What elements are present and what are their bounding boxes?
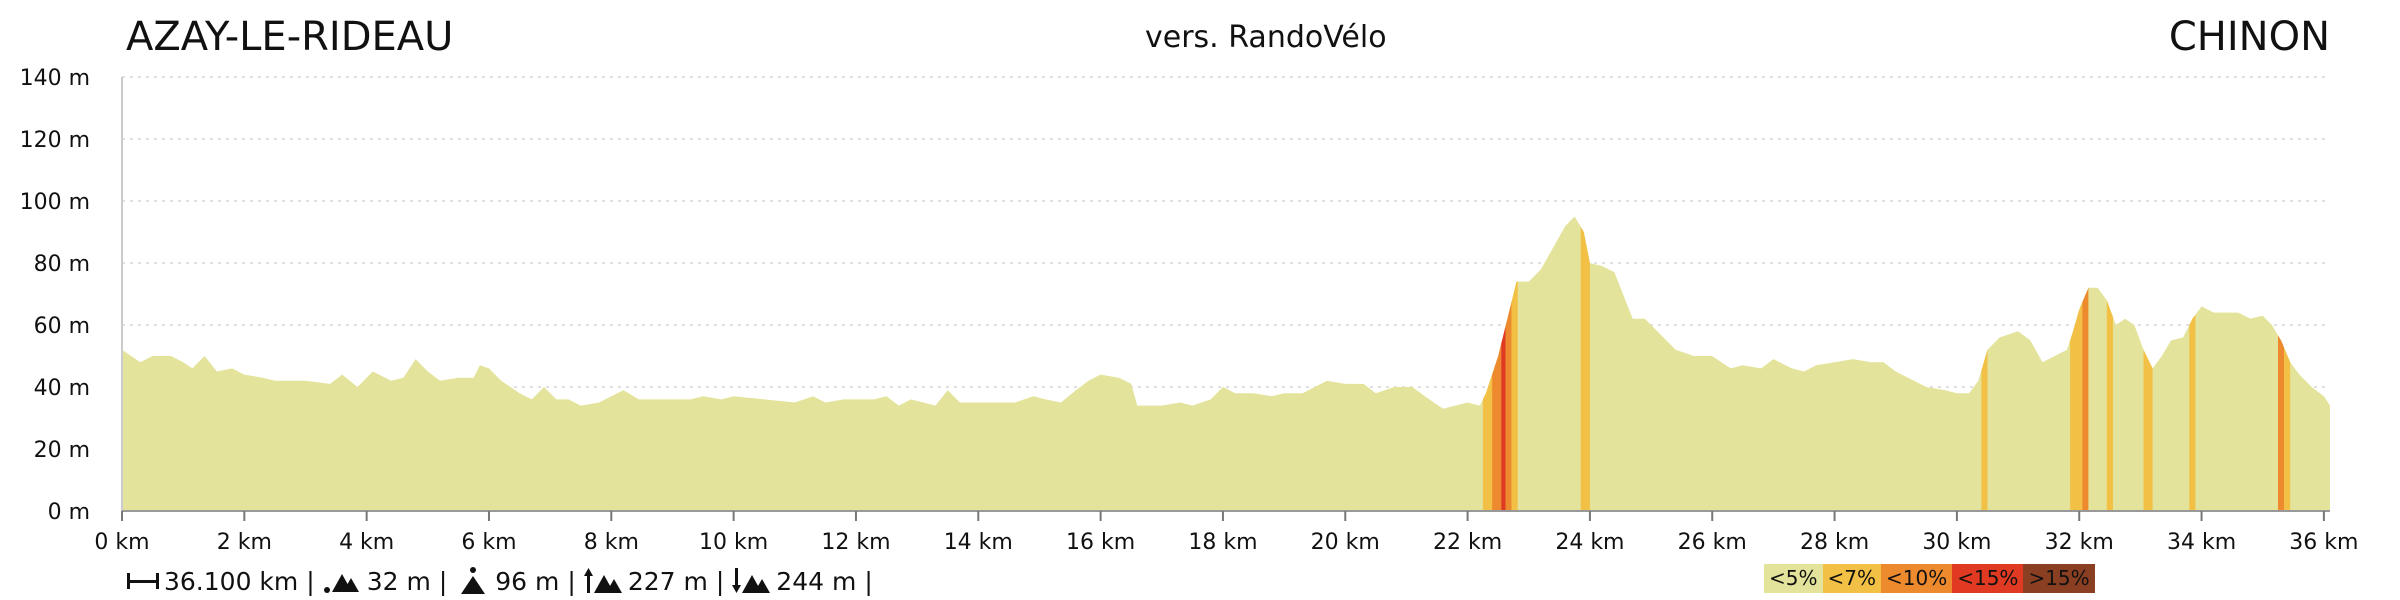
slope-band bbox=[2189, 314, 2196, 511]
ascent-value: 227 m bbox=[627, 566, 708, 596]
y-tick-label: 0 m bbox=[48, 500, 90, 525]
y-tick-label: 20 m bbox=[34, 438, 90, 463]
min-altitude-icon bbox=[323, 574, 359, 593]
slope-band bbox=[1505, 301, 1512, 511]
x-tick-label: 2 km bbox=[217, 530, 272, 555]
legend-item-lt7: <7% bbox=[1822, 564, 1881, 593]
x-tick-label: 30 km bbox=[1922, 530, 1991, 555]
legend-item-lt5: <5% bbox=[1764, 564, 1823, 593]
x-tick-label: 14 km bbox=[944, 530, 1013, 555]
x-tick-label: 0 km bbox=[94, 530, 149, 555]
slope-band bbox=[2082, 287, 2089, 511]
x-tick-label: 8 km bbox=[584, 530, 639, 555]
slope-band bbox=[2070, 302, 2083, 511]
x-tick-label: 16 km bbox=[1066, 530, 1135, 555]
elevation-profile bbox=[122, 216, 2330, 511]
slope-band bbox=[1482, 374, 1493, 511]
slope-band bbox=[1501, 326, 1506, 511]
slope-band bbox=[1580, 226, 1590, 512]
ascent-icon bbox=[583, 568, 622, 593]
slope-band bbox=[2284, 347, 2291, 511]
legend-item-lt15: <15% bbox=[1952, 564, 2024, 593]
legend-item-gt15: >15% bbox=[2023, 564, 2095, 593]
distance-icon bbox=[127, 573, 159, 589]
x-tick-label: 6 km bbox=[461, 530, 516, 555]
route-stats: 36.100 km | 32 m | 96 m | 227 m | 244 m … bbox=[126, 566, 881, 596]
max-altitude-icon bbox=[461, 567, 486, 594]
x-tick-label: 4 km bbox=[339, 530, 394, 555]
x-tick-label: 32 km bbox=[2045, 530, 2114, 555]
slope-band bbox=[2143, 349, 2153, 511]
x-tick-label: 28 km bbox=[1800, 530, 1869, 555]
x-tick-label: 18 km bbox=[1188, 530, 1257, 555]
slope-band bbox=[1981, 349, 1988, 511]
y-tick-label: 60 m bbox=[34, 314, 90, 339]
slope-band bbox=[2278, 335, 2285, 511]
y-tick-label: 40 m bbox=[34, 376, 90, 401]
distance-value: 36.100 km bbox=[164, 566, 299, 596]
descent-value: 244 m bbox=[776, 566, 857, 596]
version-subtitle: vers. RandoVélo bbox=[1145, 20, 1387, 55]
y-tick-label: 140 m bbox=[20, 66, 90, 91]
x-tick-label: 34 km bbox=[2167, 530, 2236, 555]
x-tick-label: 24 km bbox=[1555, 530, 1624, 555]
start-town-title: AZAY-LE-RIDEAU bbox=[126, 14, 454, 60]
slope-band bbox=[1511, 281, 1518, 511]
y-tick-label: 100 m bbox=[20, 190, 90, 215]
end-town-title: CHINON bbox=[2168, 14, 2330, 60]
min-altitude-value: 32 m bbox=[366, 566, 431, 596]
legend-item-lt10: <10% bbox=[1881, 564, 1953, 593]
slope-band bbox=[1492, 343, 1502, 511]
max-altitude-value: 96 m bbox=[495, 566, 560, 596]
descent-icon bbox=[732, 568, 771, 593]
x-tick-label: 36 km bbox=[2289, 530, 2358, 555]
x-tick-label: 12 km bbox=[821, 530, 890, 555]
x-tick-label: 10 km bbox=[699, 530, 768, 555]
x-tick-label: 20 km bbox=[1311, 530, 1380, 555]
x-tick-label: 26 km bbox=[1678, 530, 1747, 555]
slope-band bbox=[2106, 300, 2113, 511]
x-tick-label: 22 km bbox=[1433, 530, 1502, 555]
y-tick-label: 80 m bbox=[34, 252, 90, 277]
slope-legend: <5% <7% <10% <15% >15% bbox=[1764, 564, 2095, 593]
y-tick-label: 120 m bbox=[20, 128, 90, 153]
